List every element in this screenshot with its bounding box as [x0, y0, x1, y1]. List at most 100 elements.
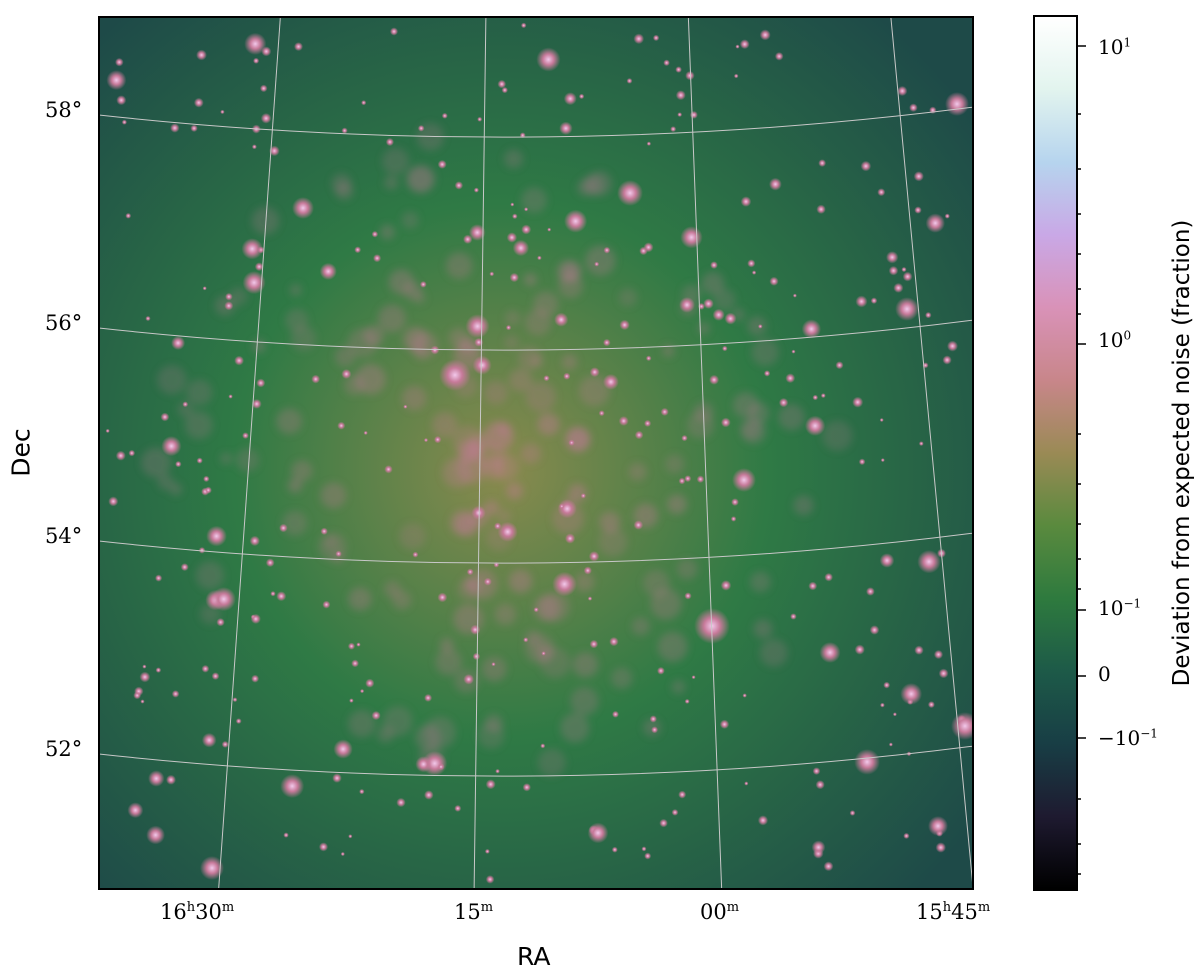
emission-patch: [822, 420, 853, 451]
emission-patch: [631, 617, 650, 636]
point-source: [359, 788, 365, 795]
point-source: [423, 438, 429, 443]
emission-patch: [759, 638, 788, 667]
emission-patch: [494, 603, 517, 626]
point-source: [918, 441, 924, 446]
emission-patch: [484, 421, 514, 452]
point-source: [879, 418, 884, 422]
point-source: [139, 671, 151, 683]
point-source: [759, 29, 771, 41]
emission-patch: [587, 171, 612, 196]
point-source: [536, 47, 561, 72]
dec-grid-line: [100, 532, 972, 564]
point-source: [146, 825, 165, 845]
point-source: [819, 642, 841, 663]
point-source: [633, 520, 644, 530]
emission-patch: [401, 385, 427, 411]
emission-patch: [749, 571, 771, 593]
dec-tick-label: 56°: [45, 311, 83, 335]
point-source: [318, 842, 329, 852]
point-source: [115, 57, 124, 67]
point-source: [563, 92, 577, 106]
point-source: [733, 73, 739, 79]
bright-source: [928, 816, 948, 836]
bright-source: [439, 359, 471, 391]
dec-tick-right: [971, 534, 972, 536]
dec-tick-label: 54°: [45, 524, 83, 548]
point-source: [203, 475, 210, 483]
point-source: [108, 496, 119, 507]
point-source: [938, 668, 949, 679]
point-source: [679, 297, 695, 313]
point-source: [678, 790, 687, 799]
point-source: [160, 412, 170, 422]
colorbar-label: 10−1: [1098, 596, 1142, 620]
emission-patch: [287, 478, 303, 493]
emission-patch: [570, 687, 599, 716]
point-source: [142, 664, 147, 669]
point-source: [437, 159, 447, 169]
point-source: [294, 42, 303, 52]
point-source: [559, 121, 573, 135]
point-source: [196, 457, 203, 464]
emission-patch: [540, 647, 571, 679]
point-source: [751, 270, 757, 275]
point-source: [497, 521, 518, 542]
point-source: [484, 848, 490, 854]
point-source: [895, 297, 919, 321]
emission-patch: [177, 401, 194, 418]
point-source: [495, 768, 500, 774]
point-source: [235, 718, 242, 724]
point-source: [909, 103, 918, 112]
point-source: [193, 97, 204, 108]
point-source: [415, 756, 432, 773]
point-source: [893, 282, 904, 293]
point-source: [196, 49, 207, 61]
point-source: [348, 834, 353, 839]
point-source: [454, 804, 462, 812]
point-source: [509, 272, 519, 283]
point-source: [645, 355, 652, 362]
sky-map: [98, 16, 974, 890]
point-source: [858, 458, 866, 466]
point-source: [221, 740, 229, 748]
ra-grid-line: [890, 18, 972, 883]
point-source: [283, 832, 289, 838]
point-source: [202, 286, 207, 291]
emission-patch: [399, 523, 426, 550]
emission-patch: [483, 380, 508, 405]
point-source: [201, 732, 217, 748]
point-source: [681, 434, 688, 442]
point-source: [763, 370, 771, 377]
point-source: [148, 770, 165, 787]
point-source: [883, 681, 891, 689]
point-source: [521, 224, 532, 235]
point-source: [685, 70, 695, 81]
point-source: [778, 397, 789, 408]
point-source: [363, 430, 368, 435]
point-source: [933, 649, 944, 660]
point-source: [537, 255, 542, 261]
emission-patch: [235, 448, 260, 472]
point-source: [265, 558, 275, 568]
point-source: [587, 596, 593, 601]
emission-patch: [140, 447, 171, 478]
emission-patch: [465, 440, 484, 459]
point-source: [552, 571, 577, 597]
point-source: [942, 355, 952, 365]
point-source: [719, 719, 730, 729]
point-source: [471, 505, 486, 521]
point-source: [242, 432, 249, 439]
point-source: [279, 523, 288, 533]
point-source: [384, 465, 393, 474]
point-source: [880, 458, 885, 463]
emission-patch: [676, 558, 698, 580]
point-source: [250, 613, 261, 625]
point-source: [564, 209, 588, 233]
point-source: [166, 774, 176, 785]
point-source: [371, 230, 379, 238]
point-source: [684, 698, 690, 704]
emission-patch: [334, 346, 356, 367]
emission-patch: [618, 288, 638, 307]
y-axis-title: Dec: [6, 428, 36, 477]
